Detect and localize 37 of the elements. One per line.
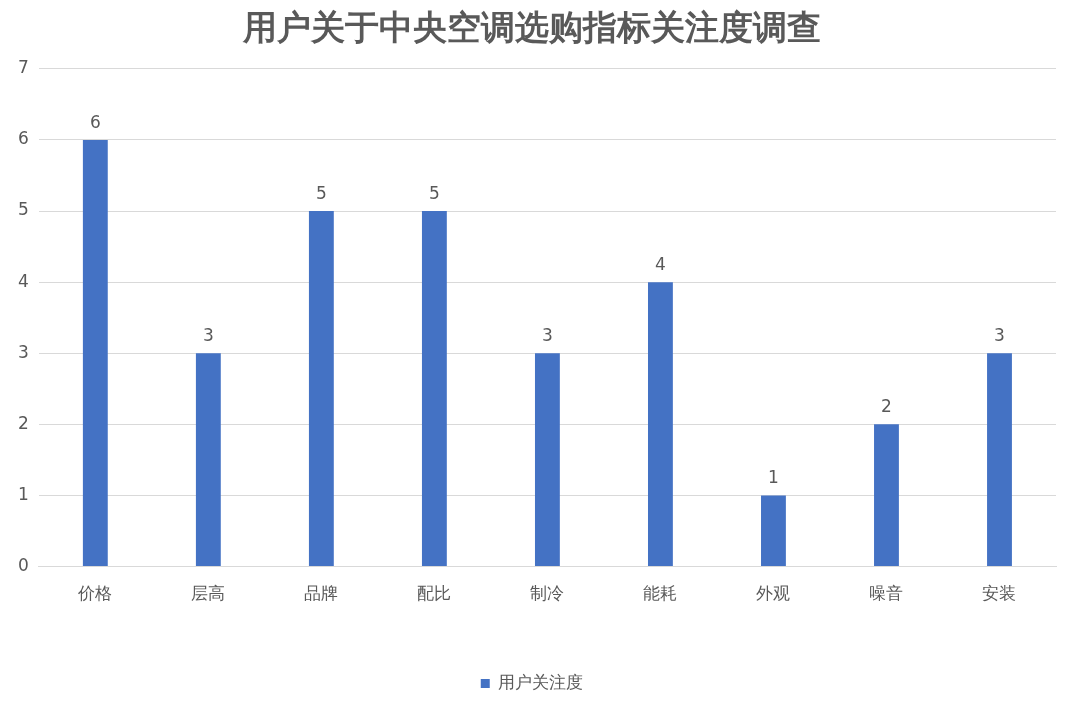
bar: [761, 495, 786, 567]
data-label: 1: [768, 467, 779, 488]
data-label: 4: [655, 254, 666, 275]
bar: [308, 211, 334, 567]
y-tick-label: 5: [17, 199, 29, 220]
y-tick-label: 0: [17, 555, 29, 576]
data-label: 3: [994, 325, 1005, 346]
y-tick-label: 4: [17, 270, 29, 291]
y-tick-label: 6: [17, 128, 29, 149]
bar: [421, 211, 447, 567]
bar: [82, 139, 108, 567]
chart-title: 用户关于中央空调选购指标关注度调查: [242, 7, 821, 48]
x-tick-label: 噪音: [869, 583, 904, 604]
data-label: 5: [428, 182, 440, 203]
y-tick-label: 7: [17, 57, 29, 78]
x-tick-label: 层高: [191, 583, 226, 604]
data-label: 5: [315, 182, 327, 203]
data-label: 3: [202, 325, 214, 346]
x-tick-label: 制冷: [530, 583, 565, 604]
y-tick-label: 1: [17, 483, 29, 504]
x-tick-label: 配比: [417, 583, 452, 604]
data-label: 3: [541, 325, 553, 346]
bar: [874, 424, 899, 567]
x-tick-label: 价格: [77, 583, 113, 604]
y-tick-label: 2: [17, 412, 29, 433]
x-tick-label: 能耗: [643, 583, 678, 604]
y-tick-label: 3: [17, 341, 29, 362]
data-label: 6: [89, 111, 101, 132]
legend-label: 用户关注度: [498, 671, 584, 692]
x-tick-label: 品牌: [304, 583, 339, 604]
bar: [534, 353, 560, 567]
x-tick-label: 安装: [982, 583, 1017, 604]
bar: [648, 282, 673, 567]
bar: [987, 353, 1012, 567]
bar: [195, 353, 221, 567]
x-tick-label: 外观: [756, 583, 791, 604]
data-label: 2: [881, 396, 892, 417]
